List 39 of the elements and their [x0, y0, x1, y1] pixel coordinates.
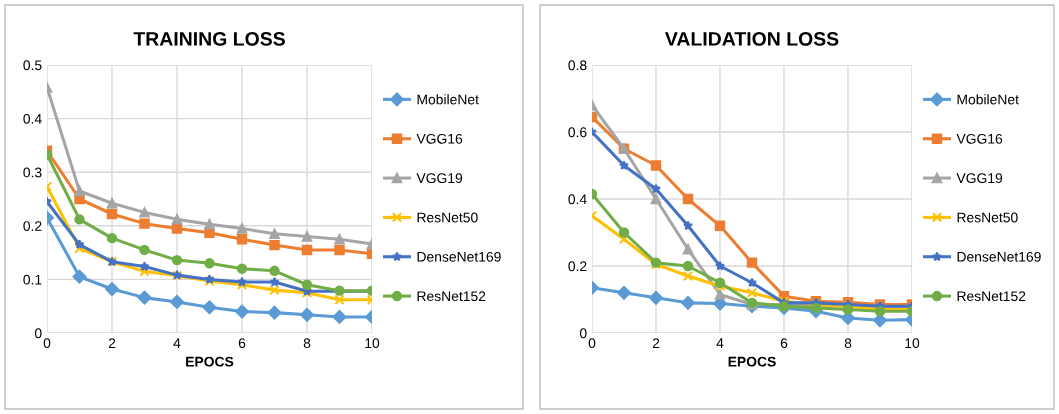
chart-title: VALIDATION LOSS	[664, 31, 839, 46]
legend-label: VGG16	[956, 133, 1003, 144]
y-tick-label: 0.8	[568, 60, 587, 71]
y-tick-label: 0.2	[568, 261, 587, 272]
legend-label: MobileNet	[957, 94, 1019, 105]
x-tick-label: 10	[365, 338, 380, 349]
y-tick-label: 0.3	[23, 167, 42, 178]
y-tick-label: 0	[579, 328, 587, 339]
x-axis-title: EPOCS	[728, 356, 776, 367]
legend-label: ResNet50	[957, 212, 1018, 223]
y-tick-label: 0.5	[23, 60, 42, 71]
x-tick-label: 0	[43, 338, 51, 349]
legend-label: ResNet152	[957, 291, 1026, 302]
x-tick-label: 0	[588, 338, 596, 349]
x-tick-label: 8	[844, 338, 852, 349]
x-tick-label: 4	[716, 338, 724, 348]
x-axis-title: EPOCS	[186, 356, 234, 367]
x-tick-label: 2	[108, 338, 116, 348]
x-tick-label: 10	[905, 338, 920, 349]
legend-label: ResNet50	[417, 212, 478, 223]
x-tick-label: 2	[652, 338, 660, 348]
legend-label: VGG19	[416, 173, 463, 184]
x-tick-label: 6	[780, 338, 788, 349]
y-tick-label: 0.1	[23, 274, 42, 285]
y-tick-label: 0.4	[23, 113, 42, 124]
legend-label: DenseNet169	[417, 251, 501, 262]
y-tick-label: 0.4	[568, 194, 587, 205]
legend-label: VGG16	[416, 133, 463, 144]
legend-label: DenseNet169	[957, 251, 1041, 262]
chart-title: TRAINING LOSS	[133, 31, 285, 46]
x-tick-label: 6	[238, 338, 246, 349]
y-tick-label: 0.2	[23, 221, 42, 231]
y-tick-label: 0	[34, 328, 42, 339]
y-tick-label: 0.6	[568, 127, 587, 138]
legend-label: VGG19	[956, 173, 1003, 184]
x-tick-label: 8	[303, 338, 311, 349]
x-tick-label: 4	[173, 338, 181, 348]
legend-label: MobileNet	[417, 94, 479, 105]
legend-label: ResNet152	[417, 291, 486, 302]
